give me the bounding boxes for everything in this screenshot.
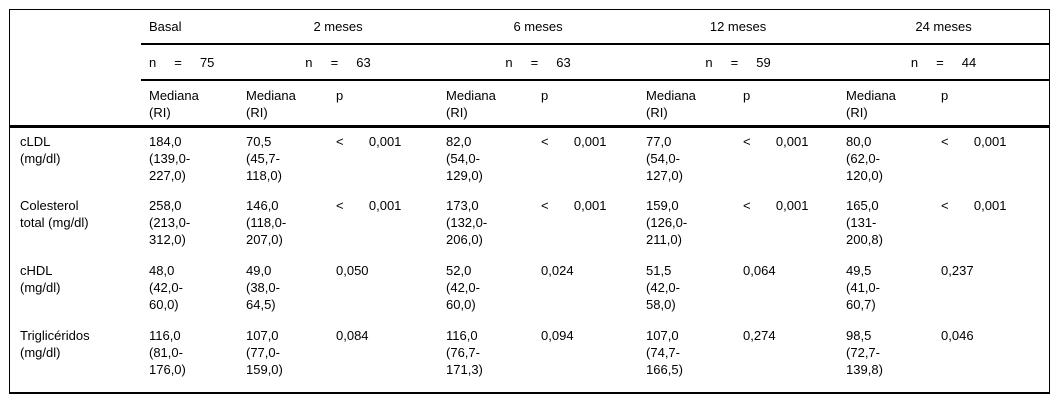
p-header-12m: p — [735, 80, 839, 128]
median-cell: 49,0 (38,0- 64,5) — [246, 263, 280, 312]
p-value-cell: 0,024 — [541, 263, 574, 278]
n-6-meses: n = 63 — [438, 44, 639, 81]
table-row-colesterol-total: Colesterol total (mg/dl) 258,0 (213,0- 3… — [10, 192, 1049, 257]
median-cell: 52,0 (42,0- 60,0) — [446, 263, 480, 312]
p-value-cell: 0,050 — [336, 263, 369, 278]
lipid-results-table: Basal 2 meses 6 meses 12 meses 24 meses … — [10, 10, 1050, 392]
period-header-12-meses: 12 meses — [638, 10, 839, 45]
period-header-basal: Basal — [141, 10, 238, 45]
median-cell: 116,0 (81,0- 176,0) — [149, 328, 186, 377]
p-value-cell: < 0,001 — [336, 133, 402, 149]
median-cell: 51,5 (42,0- 58,0) — [646, 263, 680, 312]
median-cell: 165,0 (131- 200,8) — [846, 198, 883, 247]
p-header-24m: p — [933, 80, 1050, 128]
results-table-frame: Basal 2 meses 6 meses 12 meses 24 meses … — [9, 9, 1050, 394]
p-value-cell: < 0,001 — [941, 198, 1007, 213]
stat-header-row: Mediana (RI) Mediana (RI) p Mediana (RI)… — [10, 80, 1050, 128]
p-value-cell: < 0,001 — [336, 198, 402, 213]
median-cell: 82,0 (54,0- 129,0) — [446, 133, 483, 183]
median-cell: 159,0 (126,0- 211,0) — [646, 198, 688, 247]
median-cell: 49,5 (41,0- 60,7) — [846, 263, 880, 312]
p-value-cell: 0,084 — [336, 328, 369, 343]
p-value-cell: 0,094 — [541, 328, 574, 343]
n-24-meses: n = 44 — [838, 44, 1050, 81]
median-cell: 258,0 (213,0- 312,0) — [149, 198, 191, 247]
n-2-meses: n = 63 — [238, 44, 439, 81]
period-header-6-meses: 6 meses — [438, 10, 639, 45]
median-cell: 146,0 (118,0- 207,0) — [246, 198, 287, 247]
p-value-cell: < 0,001 — [743, 133, 809, 149]
median-cell: 107,0 (77,0- 159,0) — [246, 328, 283, 377]
table-row-trigliceridos: Triglicéridos (mg/dl) 116,0 (81,0- 176,0… — [10, 322, 1049, 392]
median-cell: 48,0 (42,0- 60,0) — [149, 263, 183, 312]
p-value-cell: < 0,001 — [541, 133, 607, 149]
median-header-6m: Mediana (RI) — [438, 80, 534, 128]
p-value-cell: 0,274 — [743, 328, 776, 343]
sample-size-row: n = 75 n = 63 n = 63 n = 59 n = 44 — [10, 44, 1050, 81]
n-basal: n = 75 — [141, 44, 238, 81]
median-cell: 173,0 (132,0- 206,0) — [446, 198, 488, 247]
median-cell: 107,0 (74,7- 166,5) — [646, 328, 683, 377]
period-header-2-meses: 2 meses — [238, 10, 439, 45]
p-value-cell: 0,064 — [743, 263, 776, 278]
corner-cell — [10, 44, 141, 80]
row-label: Colesterol total (mg/dl) — [20, 198, 89, 230]
median-header-2m: Mediana (RI) — [238, 80, 328, 128]
period-header-24-meses: 24 meses — [838, 10, 1050, 45]
median-header-24m: Mediana (RI) — [838, 80, 934, 128]
row-label: Triglicéridos (mg/dl) — [20, 328, 90, 360]
p-header-6m: p — [533, 80, 639, 128]
row-label: cHDL (mg/dl) — [20, 263, 61, 295]
p-value-cell: 0,046 — [941, 328, 974, 343]
n-12-meses: n = 59 — [638, 44, 839, 81]
median-header-12m: Mediana (RI) — [638, 80, 736, 128]
p-header-2m: p — [328, 80, 439, 128]
p-value-cell: 0,237 — [941, 263, 974, 278]
row-label: cLDL (mg/dl) — [20, 133, 61, 166]
median-header-basal: Mediana (RI) — [141, 80, 238, 128]
p-value-cell: < 0,001 — [743, 198, 809, 213]
p-value-cell: < 0,001 — [941, 133, 1007, 149]
median-cell: 98,5 (72,7- 139,8) — [846, 328, 883, 377]
table-row-cldl: cLDL (mg/dl) 184,0 (139,0- 227,0) 70,5 (… — [10, 126, 1049, 192]
period-header-row: Basal 2 meses 6 meses 12 meses 24 meses — [10, 10, 1050, 45]
corner-cell — [10, 10, 141, 44]
median-cell: 80,0 (62,0- 120,0) — [846, 133, 883, 183]
median-cell: 77,0 (54,0- 127,0) — [646, 133, 683, 183]
corner-cell — [10, 80, 141, 128]
table-row-chdl: cHDL (mg/dl) 48,0 (42,0- 60,0) 49,0 (38,… — [10, 257, 1049, 322]
p-value-cell: < 0,001 — [541, 198, 607, 213]
median-cell: 116,0 (76,7- 171,3) — [446, 328, 483, 377]
median-cell: 70,5 (45,7- 118,0) — [246, 133, 282, 183]
median-cell: 184,0 (139,0- 227,0) — [149, 133, 191, 183]
